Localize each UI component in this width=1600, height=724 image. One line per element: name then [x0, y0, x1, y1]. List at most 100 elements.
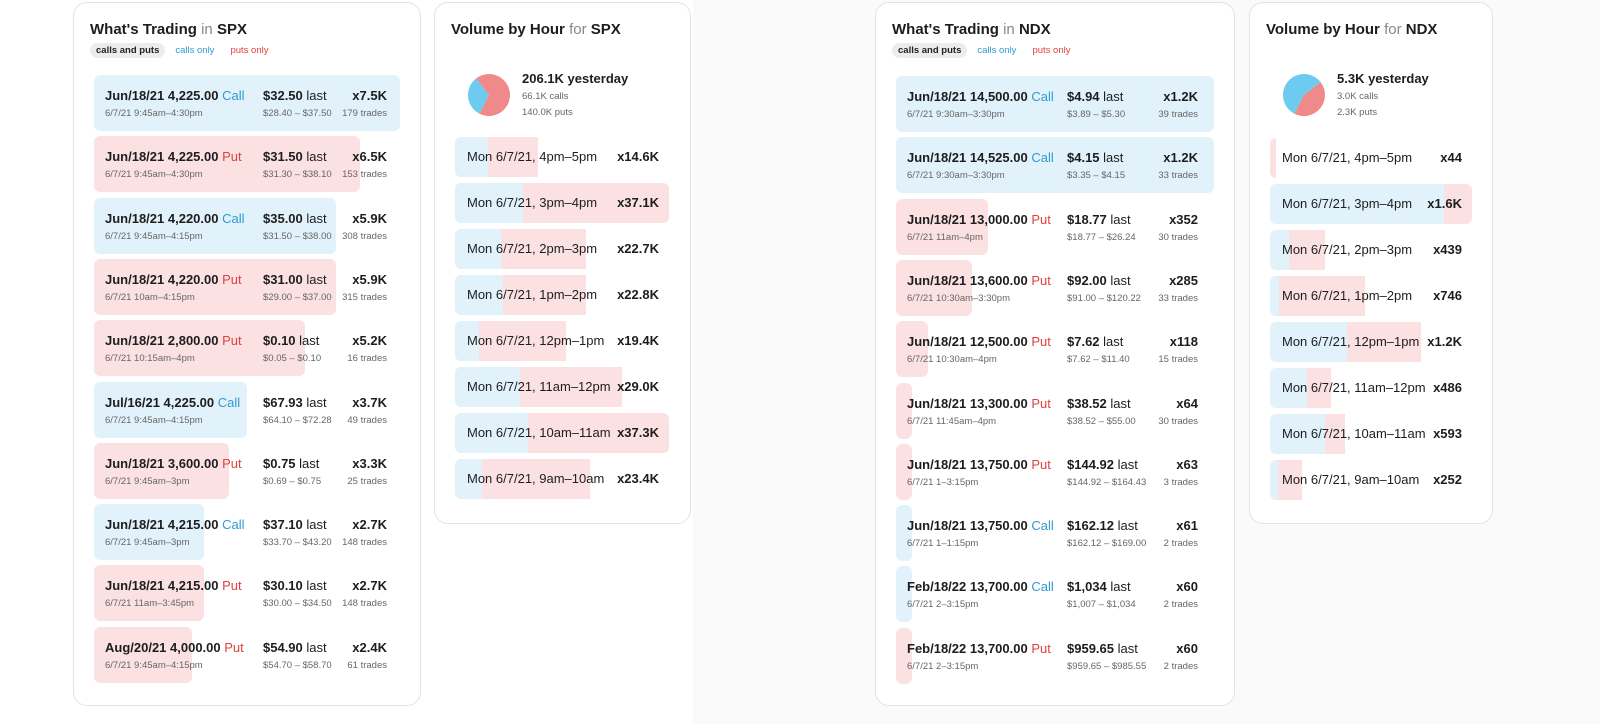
trade-row[interactable]: Feb/18/22 13,700.00 Put 6/7/21 2–3:15pm $9… [896, 627, 1214, 684]
hour-volume: x593 [1433, 426, 1462, 441]
contract-name: Feb/18/22 13,700.00 [907, 579, 1028, 595]
last-price: $30.10 last [263, 578, 327, 593]
trade-count: 25 trades [347, 475, 387, 487]
hour-volume: x37.1K [617, 195, 659, 210]
volume-by-hour-card-ndx: Volume by Hour for NDX 5.3K yesterday 3.… [1249, 2, 1493, 524]
trade-row[interactable]: Feb/18/22 13,700.00 Call 6/7/21 2–3:15pm $… [896, 566, 1214, 623]
filter-puts-only[interactable]: puts only [230, 45, 269, 56]
title-conjunction: in [1003, 21, 1015, 38]
filter-calls-only[interactable]: calls only [977, 45, 1017, 56]
trade-row[interactable]: Jun/18/21 13,000.00 Put 6/7/21 11am–4pm $1… [896, 198, 1214, 255]
last-price: $4.15 last [1067, 150, 1123, 165]
contract-name: Jun/18/21 4,225.00 [105, 149, 219, 165]
trade-row[interactable]: Jun/18/21 13,750.00 Put 6/7/21 1–3:15pm $1… [896, 443, 1214, 500]
contract-label: Jun/18/21 13,600.00 Put [907, 273, 1051, 288]
hour-row[interactable]: Mon 6/7/21, 1pm–2pm x746 [1270, 276, 1472, 316]
trade-row[interactable]: Jun/18/21 14,525.00 Call 6/7/21 9:30am–3:… [896, 137, 1214, 194]
last-price-value: $31.50 [263, 149, 303, 165]
hour-volume: x22.8K [617, 287, 659, 302]
price-range: $0.05 – $0.10 [263, 353, 322, 365]
trade-row[interactable]: Jun/18/21 4,225.00 Put 6/7/21 9:45am–4:30… [94, 136, 400, 193]
hour-row[interactable]: Mon 6/7/21, 3pm–4pm x37.1K [455, 183, 669, 223]
trade-row[interactable]: Jun/18/21 4,220.00 Call 6/7/21 9:45am–4:1… [94, 197, 400, 254]
hour-row[interactable]: Mon 6/7/21, 11am–12pm x486 [1270, 368, 1472, 408]
calls-segment [1270, 276, 1279, 316]
trade-row[interactable]: Jun/18/21 13,300.00 Put 6/7/21 11:45am–4p… [896, 382, 1214, 439]
volume-bar [94, 197, 336, 254]
trade-row[interactable]: Jun/18/21 13,750.00 Call 6/7/21 1–1:15pm $… [896, 505, 1214, 562]
hour-row[interactable]: Mon 6/7/21, 11am–12pm x29.0K [455, 367, 669, 407]
trade-volume: x63 [1176, 456, 1198, 472]
calls-segment [455, 367, 521, 407]
trade-volume: x3.7K [352, 394, 387, 410]
hour-row[interactable]: Mon 6/7/21, 1pm–2pm x22.8K [455, 275, 669, 315]
title-conjunction: in [201, 21, 213, 38]
trade-row[interactable]: Jun/18/21 12,500.00 Put 6/7/21 10:30am–4p… [896, 321, 1214, 378]
hour-label: Mon 6/7/21, 9am–10am [467, 471, 605, 486]
trade-count: 61 trades [347, 659, 387, 671]
trade-row[interactable]: Jun/18/21 13,600.00 Put 6/7/21 10:30am–3:… [896, 259, 1214, 316]
trade-count: 15 trades [1158, 354, 1198, 366]
last-price-value: $7.62 [1067, 334, 1100, 350]
last-price: $38.52 last [1067, 396, 1131, 411]
last-price-word: last [1110, 272, 1131, 288]
calls-segment [1270, 322, 1348, 362]
trade-row[interactable]: Aug/20/21 4,000.00 Put 6/7/21 9:45am–4:15… [94, 626, 400, 683]
hour-row[interactable]: Mon 6/7/21, 4pm–5pm x14.6K [455, 137, 669, 177]
last-price-word: last [1117, 518, 1138, 534]
hour-row[interactable]: Mon 6/7/21, 12pm–1pm x19.4K [455, 321, 669, 361]
hour-row[interactable]: Mon 6/7/21, 3pm–4pm x1.6K [1270, 184, 1472, 224]
trade-window: 6/7/21 11am–4pm [907, 231, 983, 243]
last-price-value: $4.15 [1067, 150, 1100, 166]
trade-row[interactable]: Jun/18/21 4,215.00 Call 6/7/21 9:45am–3pm… [94, 504, 400, 561]
trade-volume: x6.5K [352, 149, 387, 165]
trade-volume: x64 [1176, 395, 1198, 411]
hour-row[interactable]: Mon 6/7/21, 4pm–5pm x44 [1270, 138, 1472, 178]
calls-segment [455, 459, 482, 499]
contract-type: Call [1031, 150, 1054, 166]
filter-calls-and-puts[interactable]: calls and puts [90, 43, 166, 58]
hour-label: Mon 6/7/21, 3pm–4pm [1282, 196, 1413, 211]
trade-row[interactable]: Jul/16/21 4,225.00 Call 6/7/21 9:45am–4:1… [94, 381, 400, 438]
last-price-word: last [1110, 395, 1131, 411]
price-range: $3.35 – $4.15 [1067, 170, 1126, 182]
trade-volume: x2.7K [352, 517, 387, 533]
last-price-value: $92.00 [1067, 272, 1107, 288]
volume-by-hour-card-spx: Volume by Hour for SPX 206.1K yesterday … [434, 2, 691, 524]
puts-segment [520, 367, 622, 407]
trade-row[interactable]: Jun/18/21 4,220.00 Put 6/7/21 10am–4:15pm… [94, 258, 400, 315]
hour-row[interactable]: Mon 6/7/21, 9am–10am x23.4K [455, 459, 669, 499]
trade-volume: x3.3K [352, 455, 387, 471]
contract-label: Jun/18/21 13,750.00 Put [907, 457, 1051, 472]
puts-segment [523, 183, 669, 223]
hour-label: Mon 6/7/21, 10am–11am [1282, 426, 1426, 441]
contract-type: Put [222, 271, 242, 287]
contract-name: Jun/18/21 4,220.00 [105, 271, 219, 287]
trade-row[interactable]: Jun/18/21 4,225.00 Call 6/7/21 9:45am–4:3… [94, 75, 400, 131]
hour-label: Mon 6/7/21, 10am–11am [467, 425, 611, 440]
contract-label: Jun/18/21 13,000.00 Put [907, 212, 1051, 227]
contract-name: Jun/18/21 13,600.00 [907, 272, 1028, 288]
puts-segment [479, 321, 567, 361]
trade-row[interactable]: Jun/18/21 14,500.00 Call 6/7/21 9:30am–3:… [896, 76, 1214, 132]
contract-label: Aug/20/21 4,000.00 Put [105, 640, 244, 655]
hour-row[interactable]: Mon 6/7/21, 10am–11am x593 [1270, 414, 1472, 454]
trade-row[interactable]: Jun/18/21 2,800.00 Put 6/7/21 10:15am–4pm… [94, 320, 400, 377]
trade-row[interactable]: Jun/18/21 3,600.00 Put 6/7/21 9:45am–3pm $… [94, 442, 400, 499]
filter-calls-and-puts[interactable]: calls and puts [892, 43, 968, 58]
hour-row[interactable]: Mon 6/7/21, 12pm–1pm x1.2K [1270, 322, 1472, 362]
last-price-value: $4.94 [1067, 89, 1100, 104]
trade-window: 6/7/21 11am–3:45pm [105, 598, 195, 610]
trade-row[interactable]: Jun/18/21 4,215.00 Put 6/7/21 11am–3:45pm… [94, 565, 400, 622]
trade-window: 6/7/21 1–3:15pm [907, 476, 979, 488]
hour-row[interactable]: Mon 6/7/21, 2pm–3pm x22.7K [455, 229, 669, 269]
filter-calls-only[interactable]: calls only [175, 45, 215, 56]
hour-row[interactable]: Mon 6/7/21, 9am–10am x252 [1270, 460, 1472, 500]
volume-bar [94, 626, 192, 683]
price-range: $38.52 – $55.00 [1067, 415, 1136, 427]
filter-puts-only[interactable]: puts only [1032, 45, 1071, 56]
pie-slice-calls [1283, 73, 1321, 114]
hour-row[interactable]: Mon 6/7/21, 2pm–3pm x439 [1270, 230, 1472, 270]
last-price-word: last [306, 517, 327, 533]
hour-row[interactable]: Mon 6/7/21, 10am–11am x37.3K [455, 413, 669, 453]
